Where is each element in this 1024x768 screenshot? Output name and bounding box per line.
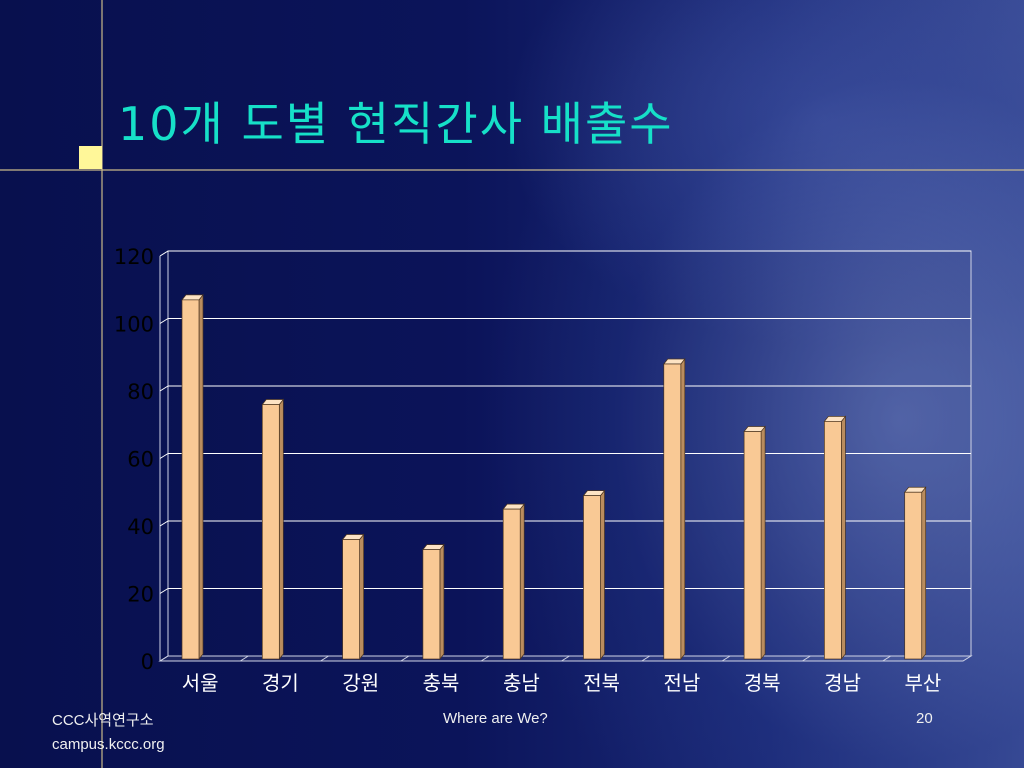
x-category-label: 충남	[503, 671, 540, 695]
bar-top	[343, 535, 364, 540]
bar-top	[262, 400, 283, 405]
bar-side	[360, 535, 364, 660]
bar	[824, 421, 841, 659]
bar	[905, 492, 922, 659]
bar	[182, 300, 199, 659]
bar-side	[520, 504, 524, 659]
x-category-label: 서울	[182, 671, 219, 695]
x-category-label: 강원	[342, 671, 379, 695]
x-category-label: 부산	[904, 671, 941, 695]
bar-top	[905, 487, 926, 492]
bar	[343, 540, 360, 660]
x-category-label: 전북	[583, 671, 620, 695]
y-tick-label: 20	[127, 583, 154, 607]
bar-top	[503, 504, 524, 509]
bar	[423, 550, 440, 659]
footer-org-url: campus.kccc.org	[52, 733, 165, 757]
bar	[584, 496, 601, 659]
bar	[744, 432, 761, 660]
page-number: 20	[916, 710, 933, 727]
x-category-label: 경기	[262, 671, 299, 695]
y-tick-label: 60	[127, 448, 154, 472]
x-category-label: 충북	[423, 671, 460, 695]
gridline-side	[160, 454, 168, 459]
bar	[664, 364, 681, 659]
bar-side	[761, 427, 765, 660]
bar-side	[279, 400, 283, 660]
footer-organization: CCC사역연구소 campus.kccc.org	[52, 709, 165, 757]
bar-side	[440, 545, 444, 659]
bar-side	[922, 487, 926, 659]
footer-org-name: CCC사역연구소	[52, 709, 165, 733]
bar-top	[664, 359, 685, 364]
bar-side	[841, 416, 845, 659]
bar-top	[584, 491, 605, 496]
bar-side	[681, 359, 685, 659]
y-tick-label: 120	[114, 245, 154, 269]
gridline-side	[160, 386, 168, 391]
x-category-label: 경북	[744, 671, 781, 695]
y-tick-label: 0	[141, 650, 154, 674]
bar	[503, 509, 520, 659]
x-category-label: 경남	[824, 671, 861, 695]
gridline-side	[160, 589, 168, 594]
x-category-label: 전남	[664, 671, 701, 695]
y-tick-label: 40	[127, 515, 154, 539]
bar-top	[182, 295, 203, 300]
gridline-side	[160, 521, 168, 526]
bar-top	[423, 545, 444, 550]
bar-top	[744, 427, 765, 432]
footer-subtitle: Where are We?	[443, 710, 548, 727]
bar-side	[199, 295, 203, 659]
bar	[262, 405, 279, 660]
bar-top	[824, 416, 845, 421]
y-tick-label: 80	[127, 380, 154, 404]
gridline-side	[160, 319, 168, 324]
gridline-side	[160, 251, 168, 256]
y-tick-label: 100	[114, 313, 154, 337]
bar-side	[601, 491, 605, 659]
